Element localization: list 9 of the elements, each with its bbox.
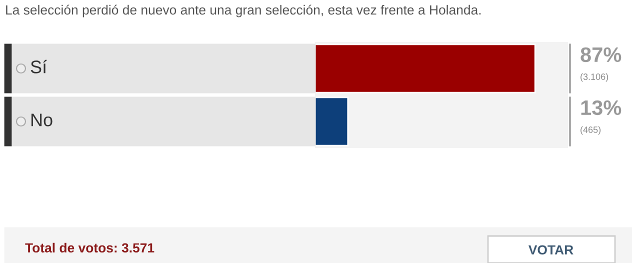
data-label: 13% [581,100,622,116]
y-tick-label: No [31,114,52,126]
data-label: 87% [580,47,622,62]
text: Total de votos: 3.571 [25,242,154,253]
text: VOTAR [528,245,574,255]
text: (465) [580,126,601,135]
text: (3.106) [580,73,608,82]
chart-title: La selección perdió de nuevo ante una gran selección, esta vez frente a Holanda. [6,4,481,18]
y-tick-label: Sí [30,60,47,74]
